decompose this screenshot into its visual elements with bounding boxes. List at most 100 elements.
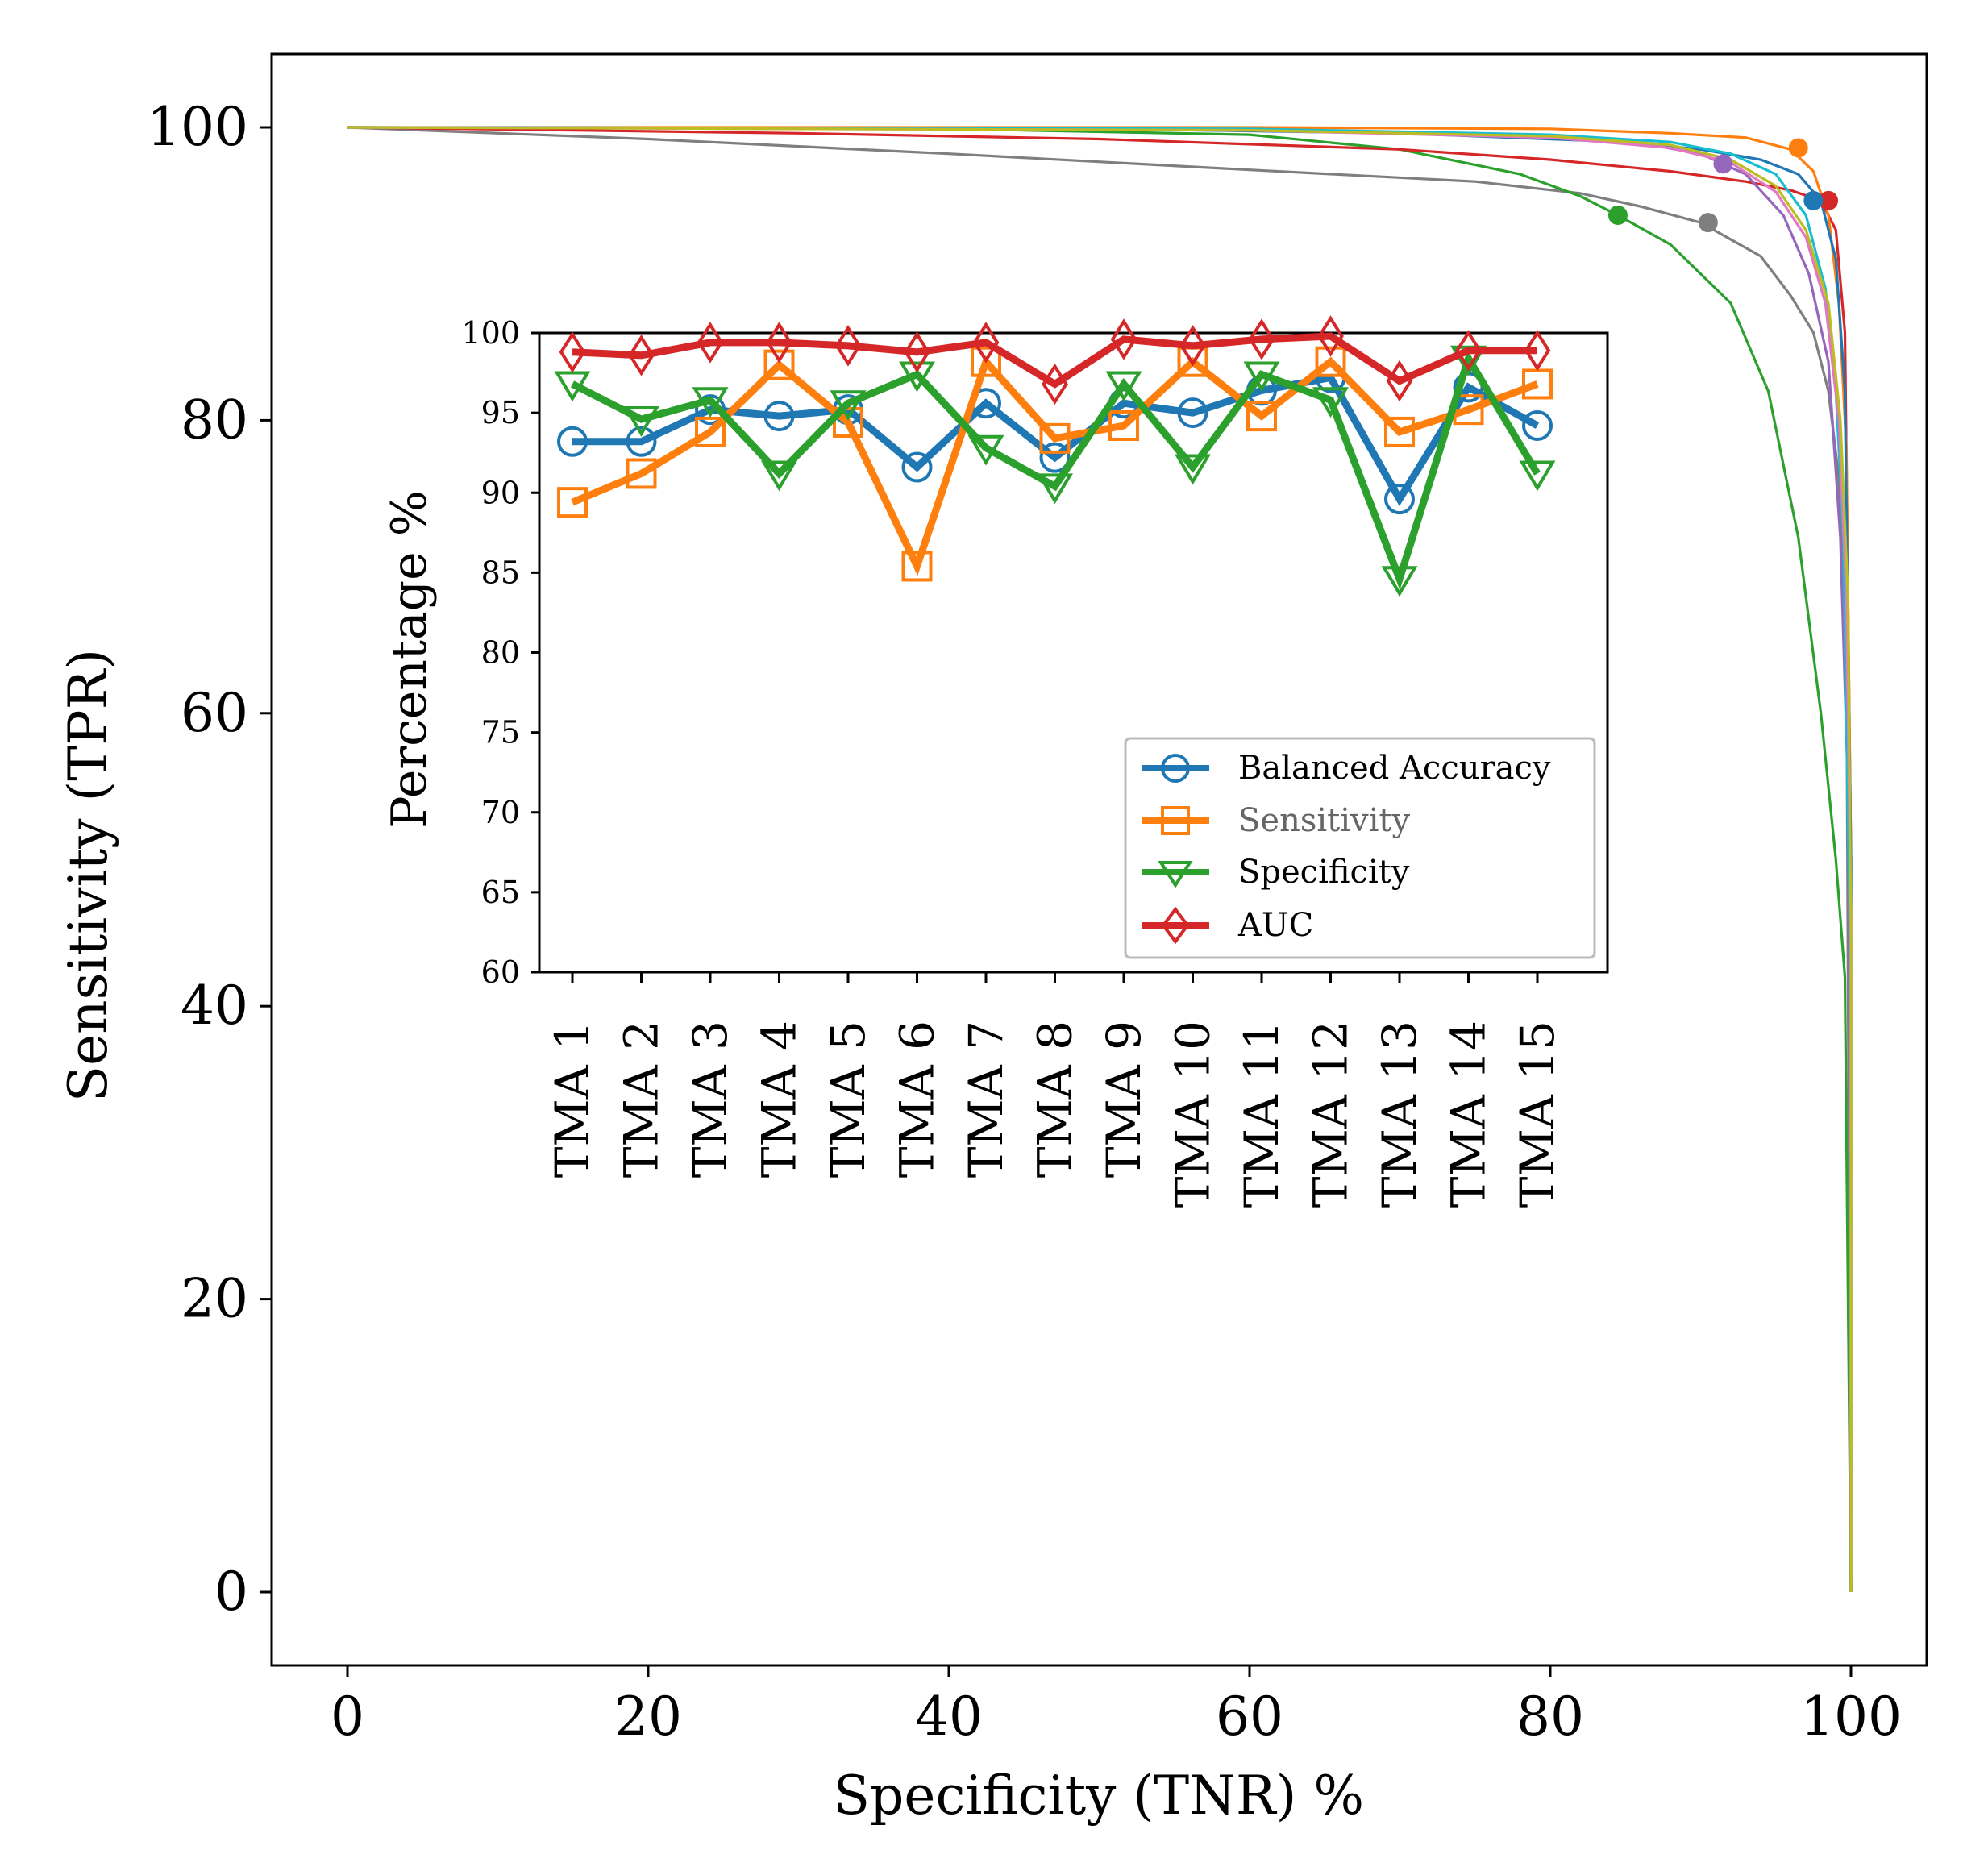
- roc-x-tick-label: 80: [1516, 1686, 1584, 1748]
- legend-marker-diamond: [1161, 906, 1190, 945]
- inset-x-tick-label: TMA 3: [683, 1021, 738, 1178]
- marker-triangle: [1381, 566, 1418, 597]
- marker-square: [833, 407, 863, 439]
- legend-label: Balanced Accuracy: [1238, 750, 1551, 787]
- inset-x-tick-label: TMA 8: [1028, 1021, 1083, 1178]
- inset-y-tick-label: 65: [481, 875, 520, 910]
- inset-series-specificity: [554, 345, 1556, 597]
- roc-y-tick-label: 60: [181, 682, 248, 744]
- marker-square: [1108, 409, 1139, 441]
- legend-marker-triangle: [1158, 861, 1193, 888]
- inset-x-tick-label: TMA 5: [821, 1021, 875, 1178]
- inset-x-tick-label: TMA 12: [1304, 1021, 1358, 1208]
- inset-y-tick-label: 100: [461, 315, 520, 351]
- roc-operating-point-blue: [1803, 190, 1824, 210]
- marker-triangle: [830, 390, 867, 422]
- marker-square: [901, 551, 933, 582]
- marker-triangle: [898, 361, 936, 393]
- roc-operating-points: [1607, 138, 1839, 233]
- marker-circle: [626, 426, 657, 457]
- marker-square: [1384, 416, 1415, 447]
- marker-diamond: [697, 322, 724, 364]
- roc-curve-red: [347, 126, 1853, 1592]
- legend-label: AUC: [1237, 907, 1313, 944]
- roc-operating-point-purple: [1713, 154, 1733, 174]
- marker-triangle: [622, 406, 660, 437]
- inset-y-tick-label: 75: [481, 715, 520, 750]
- marker-diamond: [628, 335, 655, 376]
- marker-triangle: [1036, 473, 1074, 505]
- roc-x-tick-label: 20: [614, 1686, 682, 1748]
- inset-y-tick-label: 90: [481, 475, 520, 510]
- inset-x-tick-label: TMA 1: [545, 1021, 600, 1178]
- marker-circle: [901, 451, 933, 483]
- inset-y-axis-label: Percentage %: [381, 490, 438, 829]
- marker-diamond: [1386, 360, 1413, 402]
- inset-x-tick-label: TMA 2: [614, 1021, 669, 1178]
- marker-square: [1039, 422, 1071, 454]
- inset-x-tick-label: TMA 9: [1096, 1021, 1151, 1178]
- marker-triangle: [1243, 361, 1280, 393]
- inset-chart: 60 65 70 75 80 85 90 95 100 TMA 1 TMA 2 TMA 3 TMA 4…: [381, 315, 1609, 1208]
- marker-square: [1315, 346, 1346, 377]
- roc-x-tick-label: 100: [1800, 1686, 1902, 1748]
- roc-y-tick-label: 0: [214, 1561, 248, 1623]
- marker-diamond: [904, 331, 930, 373]
- marker-square: [557, 487, 588, 518]
- marker-square: [695, 416, 726, 447]
- roc-y-tick-label: 80: [181, 389, 248, 451]
- marker-diamond: [1110, 318, 1137, 360]
- inset-series: [554, 315, 1556, 597]
- roc-y-ticks: 0 20 40 60 80 100: [147, 96, 272, 1623]
- marker-diamond: [1248, 318, 1275, 360]
- inset-series-auc: [559, 315, 1551, 405]
- inset-x-tick-label: TMA 15: [1510, 1021, 1565, 1208]
- marker-diamond: [972, 322, 1000, 364]
- marker-circle: [1039, 442, 1071, 473]
- roc-curve-cyan: [347, 126, 1853, 1592]
- legend-marker-circle: [1161, 754, 1190, 783]
- roc-y-tick-label: 40: [181, 975, 248, 1037]
- marker-triangle: [1174, 454, 1212, 485]
- roc-y-tick-label: 100: [147, 96, 248, 158]
- marker-diamond: [1524, 330, 1551, 372]
- inset-y-tick-label: 95: [481, 395, 520, 430]
- inset-series-line: [571, 354, 1539, 576]
- legend-label: Sensitivity: [1238, 802, 1410, 839]
- marker-circle: [557, 426, 588, 457]
- marker-diamond: [1179, 325, 1206, 367]
- legend-item-balanced-accuracy: Balanced Accuracy: [1142, 750, 1551, 787]
- inset-y-tick-label: 80: [481, 635, 520, 671]
- marker-diamond: [766, 322, 792, 364]
- inset-legend: Balanced Accuracy Sensitivity Specificit…: [1124, 737, 1596, 959]
- legend-marker-square: [1161, 806, 1190, 835]
- marker-circle: [1177, 397, 1208, 429]
- marker-triangle: [760, 460, 798, 492]
- roc-operating-point-orange: [1788, 138, 1808, 158]
- roc-operating-point-green: [1607, 206, 1628, 226]
- roc-curve-green: [347, 126, 1853, 1593]
- inset-x-tick-label: TMA 10: [1166, 1021, 1221, 1208]
- inset-x-tick-label: TMA 13: [1372, 1021, 1427, 1208]
- inset-x-ticks: TMA 1 TMA 2 TMA 3 TMA 4 TMA 5 TMA 6 TMA 7 TMA 8…: [545, 972, 1565, 1208]
- roc-y-axis-label: Sensitivity (TPR): [57, 649, 119, 1102]
- marker-diamond: [834, 325, 862, 367]
- roc-x-tick-label: 40: [915, 1686, 983, 1748]
- legend-item-auc: AUC: [1142, 906, 1313, 945]
- roc-curves: [347, 126, 1853, 1593]
- legend-item-specificity: Specificity: [1142, 854, 1410, 891]
- inset-y-tick-label: 60: [481, 954, 520, 990]
- inset-series-line: [572, 332, 1537, 389]
- marker-square: [626, 458, 657, 489]
- marker-circle: [1384, 484, 1415, 515]
- inset-y-tick-label: 85: [481, 555, 520, 590]
- marker-triangle: [1519, 460, 1556, 492]
- inset-x-tick-label: TMA 14: [1441, 1021, 1496, 1208]
- marker-square: [763, 349, 795, 380]
- marker-square: [1246, 401, 1277, 432]
- inset-series-line: [570, 349, 1541, 590]
- inset-y-ticks: 60 65 70 75 80 85 90 95 100: [461, 315, 539, 990]
- legend-box: [1124, 737, 1596, 959]
- inset-x-tick-label: TMA 7: [959, 1021, 1013, 1178]
- inset-x-tick-label: TMA 4: [752, 1021, 807, 1178]
